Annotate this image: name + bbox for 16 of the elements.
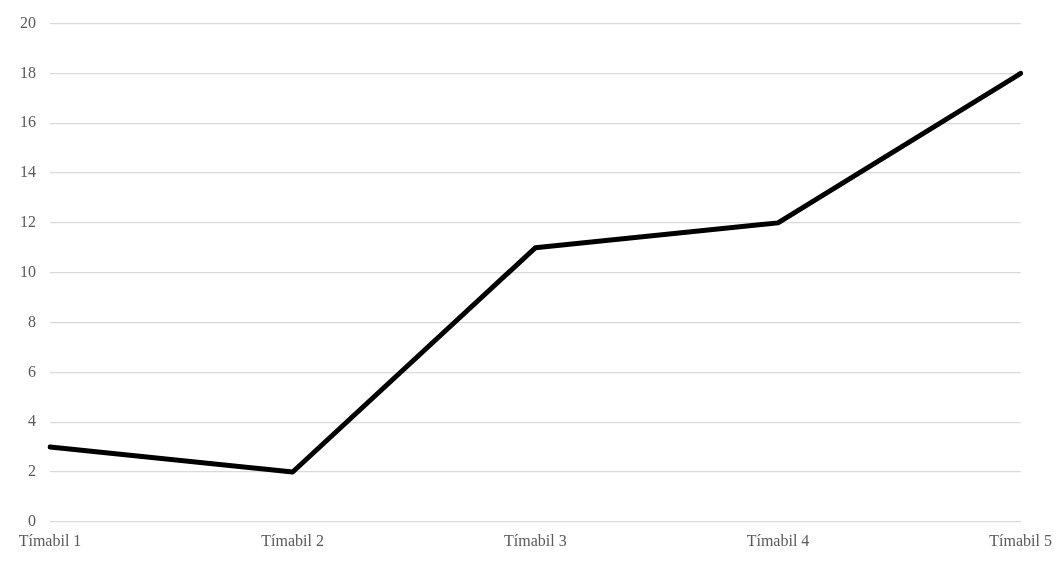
y-tick-label: 18	[20, 63, 36, 81]
x-tick-label: Tímabil 5	[989, 531, 1052, 549]
x-tick-label: Tímabil 4	[746, 531, 810, 549]
y-tick-label: 10	[20, 262, 36, 280]
x-tick-label: Tímabil 1	[18, 531, 82, 549]
y-tick-label: 12	[20, 213, 36, 231]
y-tick-label: 4	[28, 412, 36, 430]
y-tick-label: 6	[28, 362, 36, 380]
y-tick-label: 0	[28, 512, 36, 529]
y-tick-label: 16	[20, 113, 36, 131]
y-tick-label: 20	[20, 13, 36, 31]
y-tick-label: 2	[28, 462, 36, 480]
y-tick-label: 8	[28, 312, 36, 330]
y-tick-label: 14	[20, 163, 36, 181]
x-tick-label: Tímabil 3	[504, 531, 567, 549]
x-tick-label: Tímabil 2	[261, 531, 324, 549]
